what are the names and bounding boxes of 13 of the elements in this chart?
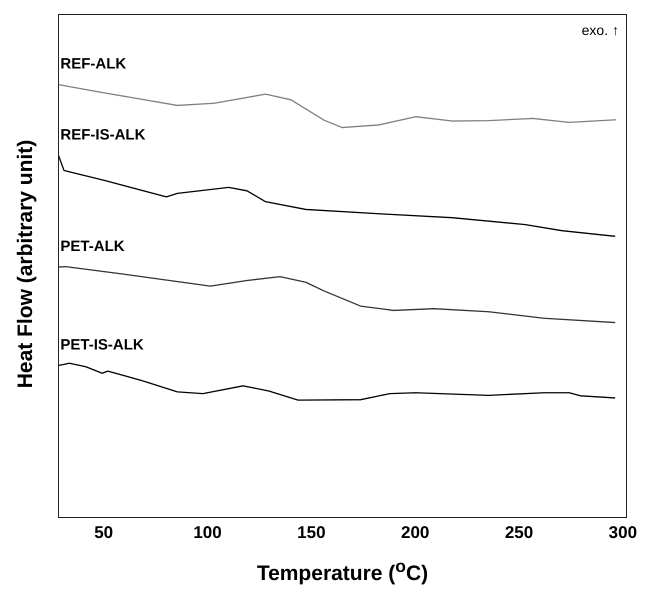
- x-tick-label: 300: [608, 523, 638, 542]
- y-axis-title: Heat Flow (arbitrary unit): [14, 138, 38, 390]
- x-tick-label: 50: [94, 523, 114, 542]
- series-label: PET-ALK: [60, 238, 125, 256]
- x-tick-label: 100: [193, 523, 222, 542]
- text: exo. ↑: [582, 22, 619, 38]
- x-tick-label: 150: [297, 523, 326, 542]
- series-label: REF-ALK: [60, 56, 126, 73]
- series-label: REF-IS-ALK: [60, 126, 146, 144]
- series-label: PET-IS-ALK: [60, 336, 144, 354]
- x-tick-label: 200: [400, 523, 430, 542]
- x-axis-title: Temperature ($^{o}$C): [256, 556, 430, 586]
- x-tick-label: 250: [504, 523, 534, 542]
